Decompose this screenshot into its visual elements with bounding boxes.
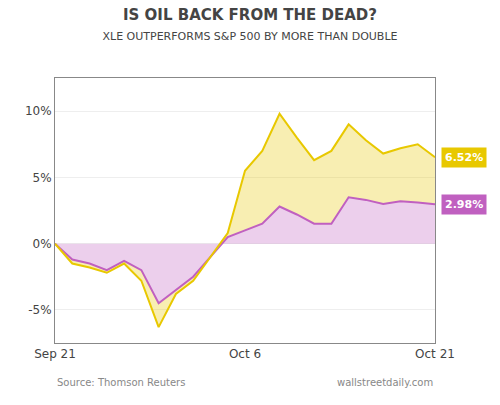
svg-text:Source: Thomson Reuters: Source: Thomson Reuters — [57, 377, 185, 388]
svg-text:0%: 0% — [33, 237, 52, 251]
svg-text:5%: 5% — [33, 171, 52, 185]
svg-text:10%: 10% — [25, 104, 52, 118]
svg-text:Oct 6: Oct 6 — [229, 347, 261, 361]
svg-text:-5%: -5% — [28, 303, 51, 317]
svg-text:Sep 21: Sep 21 — [34, 347, 76, 361]
svg-text:6.52%: 6.52% — [445, 151, 483, 164]
svg-text:wallstreetdaily.com: wallstreetdaily.com — [337, 377, 433, 388]
svg-text:IS OIL BACK FROM THE DEAD?XLE: IS OIL BACK FROM THE DEAD?XLE OUTPERFORM… — [103, 6, 398, 43]
svg-text:2.98%: 2.98% — [445, 198, 483, 211]
svg-text:Oct 21: Oct 21 — [415, 347, 455, 361]
